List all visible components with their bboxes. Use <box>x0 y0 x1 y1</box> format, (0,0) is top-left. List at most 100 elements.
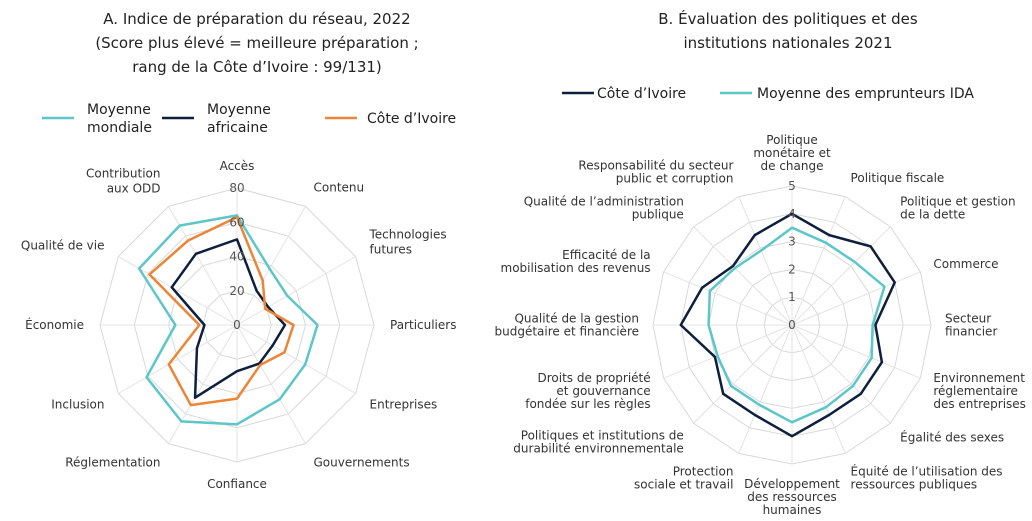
y-tick-label: 2 <box>788 262 796 276</box>
y-tick-label: 0 <box>233 318 241 332</box>
legend-label-line: mondiale <box>87 120 152 136</box>
axis-label: Technologies futures <box>369 227 447 256</box>
axis-label-line: Économie <box>25 317 84 332</box>
legend-label: Côte d’Ivoire <box>367 111 456 127</box>
axis-label: Entreprises <box>370 398 438 412</box>
chart-title-line: A. Indice de préparation du réseau, 2022 <box>103 10 410 28</box>
legend-label-line: Côte d’Ivoire <box>597 86 686 102</box>
axis-label: Droits de propriété et gouvernance fondée … <box>525 371 650 411</box>
axis-label-line: Équité de l’utilisation des <box>851 463 1003 478</box>
axis-label: Contribution aux ODD <box>86 166 161 195</box>
y-tick-label: 1 <box>788 290 796 304</box>
chart-title-line: rang de la Côte d’Ivoire : 99/131) <box>132 58 382 76</box>
axis-label: Qualité de vie <box>21 239 105 253</box>
axis-label: Inclusion <box>51 398 104 412</box>
axis-label-line: ressources publiques <box>851 477 978 491</box>
spoke <box>791 226 891 326</box>
axis-label: Protection sociale et travail <box>634 464 733 491</box>
axis-label-line: Développement <box>744 477 840 491</box>
axis-label-line: Politique <box>766 133 817 147</box>
axis-label: Commerce <box>933 257 998 271</box>
y-tick-label: 0 <box>788 318 796 332</box>
axis-label-line: monétaire et <box>753 146 831 160</box>
axis-label: Politiques et institutions de durabilité … <box>513 429 684 456</box>
axis-label-line: Commerce <box>933 257 998 271</box>
chart-title: B. Évaluation des politiques et des insti… <box>658 9 918 52</box>
chart-title-line: (Score plus élevé = meilleure préparatio… <box>95 34 418 52</box>
axis-label-line: Réglementation <box>65 456 160 470</box>
axis-label: Gouvernements <box>314 456 410 470</box>
axis-label-line: futures <box>370 242 412 256</box>
y-tick-label: 4 <box>788 207 796 221</box>
axis-label-line: humaines <box>763 503 822 517</box>
axis-label-line: Entreprises <box>370 398 438 412</box>
legend-label-line: Moyenne des emprunteurs IDA <box>757 86 974 102</box>
legend-label-line: Côte d’Ivoire <box>367 111 456 127</box>
axis-label-line: Droits de propriété <box>537 371 650 385</box>
axis-label: Environnement réglementaire des entreprise… <box>933 371 1026 411</box>
axis-label-line: de change <box>761 159 824 173</box>
chart-title-line: B. Évaluation des politiques et des <box>658 9 918 28</box>
legend-label: Moyenne africaine <box>207 102 271 136</box>
legend-label-line: Moyenne <box>207 102 271 118</box>
axis-label-line: Qualité de la gestion <box>514 312 639 326</box>
axis-label: Équité de l’utilisation des ressources pu… <box>851 463 1003 491</box>
series-line <box>679 212 896 438</box>
axis-label-line: Qualité de l’administration <box>524 194 684 208</box>
y-tick-label: 80 <box>229 181 244 195</box>
y-tick-label: 20 <box>229 284 244 298</box>
axis-label: Développement des ressources humaines <box>744 477 840 517</box>
series-line <box>707 226 886 424</box>
axis-label-line: réglementaire <box>933 384 1018 398</box>
spoke <box>236 206 306 326</box>
legend-label-line: Moyenne <box>87 102 151 118</box>
axis-label-line: Protection <box>673 464 734 478</box>
spoke <box>791 324 846 454</box>
axis-label-line: Technologies <box>369 227 447 241</box>
spoke <box>738 196 793 326</box>
spoke <box>791 324 891 424</box>
spoke <box>693 324 793 424</box>
y-tick-label: 60 <box>229 215 244 229</box>
axis-label-line: Gouvernements <box>314 456 410 470</box>
axis-label-line: Responsabilité du secteur <box>578 159 733 173</box>
axis-label: Responsabilité du secteur public et corru… <box>578 159 733 186</box>
axis-label: Économie <box>25 317 84 332</box>
chart-title: A. Indice de préparation du réseau, 2022… <box>95 10 418 76</box>
axis-label: Confiance <box>207 477 267 491</box>
axis-label: Politique monétaire et de change <box>753 133 831 173</box>
axis-label-line: des entreprises <box>933 397 1026 411</box>
axis-label-line: aux ODD <box>107 181 161 195</box>
spoke <box>168 324 238 444</box>
axis-label-line: Politique et gestion <box>900 194 1015 208</box>
axis-label-line: Qualité de vie <box>21 239 105 253</box>
axis-label-line: mobilisation des revenus <box>501 261 651 275</box>
y-tick-label: 5 <box>788 179 796 193</box>
legend-label: Côte d’Ivoire <box>597 86 686 102</box>
legend-label: Moyenne des emprunteurs IDA <box>757 86 974 102</box>
axis-label: Contenu <box>314 180 365 194</box>
spoke <box>236 256 356 326</box>
spoke <box>168 206 238 326</box>
axis-label-line: budgétaire et financière <box>495 325 640 339</box>
axis-label-line: et gouvernance <box>556 384 650 398</box>
axis-label-line: des ressources <box>747 490 836 504</box>
axis-label-line: publique <box>632 207 684 221</box>
spoke <box>738 324 793 454</box>
series-line <box>148 215 295 407</box>
series-line <box>170 238 287 399</box>
axis-label: Qualité de la gestion budgétaire et finan… <box>495 312 640 339</box>
series-line <box>137 214 319 426</box>
axis-label-line: durabilité environnementale <box>513 442 684 456</box>
axis-label-line: Contenu <box>314 180 365 194</box>
axis-label: Efficacité de la mobilisation des revenus <box>501 248 651 275</box>
axis-label-line: financier <box>945 325 997 339</box>
spoke <box>791 196 846 326</box>
axis-label-line: public et corruption <box>616 172 734 186</box>
axis-label: Politique fiscale <box>851 171 945 185</box>
axis-label-line: Accès <box>220 159 255 173</box>
chart-title-line: institutions nationales 2021 <box>683 34 892 52</box>
spoke <box>663 324 793 379</box>
axis-label-line: Efficacité de la <box>562 248 650 262</box>
spoke <box>118 256 238 326</box>
